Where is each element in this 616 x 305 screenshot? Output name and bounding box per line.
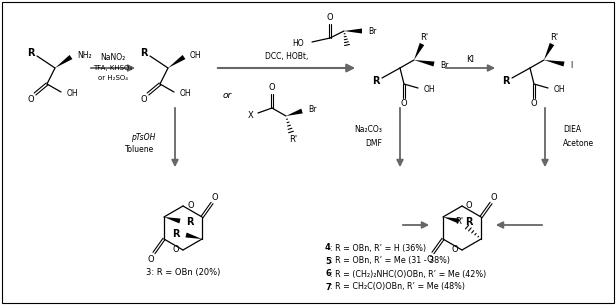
Text: R': R' (420, 34, 428, 42)
Text: or: or (222, 92, 232, 101)
Text: : R = OBn, R’ = Me (31 - 38%): : R = OBn, R’ = Me (31 - 38%) (330, 257, 450, 265)
Text: R: R (140, 48, 148, 58)
Text: R: R (465, 217, 472, 227)
Text: O: O (187, 202, 193, 210)
Text: KI: KI (466, 56, 474, 64)
Polygon shape (286, 109, 302, 116)
Text: Br: Br (440, 62, 448, 70)
Text: R': R' (550, 34, 558, 42)
Text: O: O (212, 192, 218, 202)
Text: R: R (186, 217, 193, 227)
Text: R: R (372, 76, 379, 86)
Text: OH: OH (554, 85, 565, 95)
Text: : R = OBn, R’ = H (36%): : R = OBn, R’ = H (36%) (330, 243, 426, 253)
Text: R: R (502, 76, 510, 86)
Text: 6: 6 (325, 270, 331, 278)
Text: 4: 4 (325, 243, 331, 253)
Text: O: O (491, 192, 497, 202)
Text: R': R' (289, 135, 297, 145)
Text: OH: OH (424, 85, 436, 95)
Text: Br: Br (368, 27, 376, 35)
Text: DIEA: DIEA (563, 125, 581, 135)
Polygon shape (544, 43, 554, 60)
Text: R': R' (455, 217, 463, 225)
Text: O: O (140, 95, 147, 105)
Polygon shape (414, 60, 434, 66)
Text: Br: Br (308, 106, 317, 114)
Text: O: O (400, 99, 407, 109)
Text: DCC, HOBt,: DCC, HOBt, (265, 52, 309, 62)
Text: X: X (247, 110, 253, 120)
Text: 3: R = OBn (20%): 3: R = OBn (20%) (146, 267, 220, 277)
Polygon shape (55, 55, 73, 68)
Text: O: O (148, 254, 154, 264)
Polygon shape (414, 43, 424, 60)
Text: TFA, KHSO₄: TFA, KHSO₄ (94, 65, 132, 71)
Text: O: O (531, 99, 537, 109)
Text: O: O (269, 84, 275, 92)
Text: DMF: DMF (365, 138, 382, 148)
Text: O: O (28, 95, 34, 105)
Text: NaNO₂: NaNO₂ (100, 53, 126, 63)
Text: 7: 7 (325, 282, 331, 292)
Text: O: O (466, 202, 472, 210)
Text: OH: OH (180, 89, 192, 99)
Text: O: O (427, 254, 433, 264)
Text: R: R (27, 48, 34, 58)
Text: Na₂CO₃: Na₂CO₃ (354, 125, 382, 135)
Text: : R = CH₂C(O)OBn, R’ = Me (48%): : R = CH₂C(O)OBn, R’ = Me (48%) (330, 282, 465, 292)
Polygon shape (164, 217, 180, 224)
Text: OH: OH (190, 51, 201, 59)
Text: O: O (452, 246, 458, 254)
Text: 5: 5 (325, 257, 331, 265)
Text: pTsOH: pTsOH (131, 132, 155, 142)
Text: or H₂SO₄: or H₂SO₄ (98, 75, 128, 81)
Text: R: R (172, 229, 180, 239)
Text: OH: OH (67, 89, 79, 99)
Polygon shape (168, 55, 185, 68)
Text: NH₂: NH₂ (77, 51, 92, 59)
Text: Toluene: Toluene (125, 145, 154, 155)
Polygon shape (185, 233, 202, 239)
Polygon shape (443, 217, 460, 224)
Text: I: I (570, 62, 572, 70)
Text: : R = (CH₂)₂NHC(O)OBn, R’ = Me (42%): : R = (CH₂)₂NHC(O)OBn, R’ = Me (42%) (330, 270, 486, 278)
Text: O: O (172, 246, 179, 254)
Text: Acetone: Acetone (563, 138, 594, 148)
Text: O: O (326, 13, 333, 23)
Polygon shape (544, 60, 564, 66)
Text: HO: HO (293, 38, 304, 48)
Polygon shape (344, 28, 362, 34)
